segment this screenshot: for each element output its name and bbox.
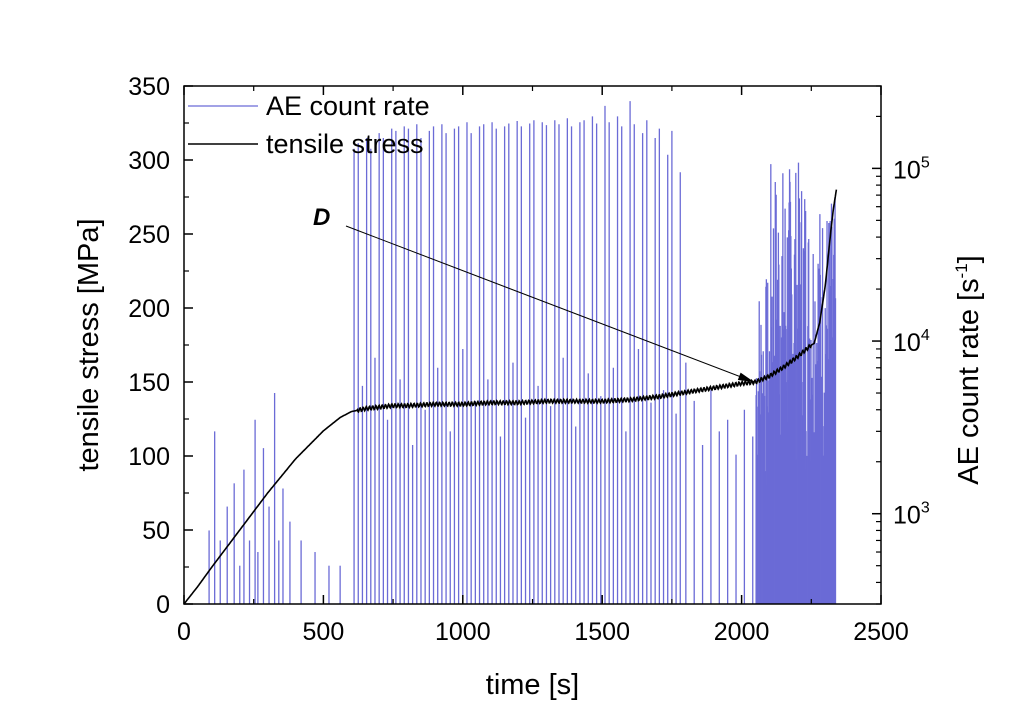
y-tick-label: 350 (128, 73, 170, 101)
annotation-arrowhead (737, 372, 755, 382)
right-tick-label: 105 (893, 154, 930, 184)
right-tick-label-base: 10 (893, 329, 921, 357)
right-tick-label-exp: 4 (921, 327, 930, 344)
right-y-axis-label-exponent: -1 (952, 263, 971, 278)
ae-count-rate-series (208, 101, 837, 604)
x-axis-label: time [s] (486, 669, 579, 701)
x-tick-label: 0 (177, 618, 191, 646)
x-tick-label: 1000 (435, 618, 491, 646)
legend-stress-label: tensile stress (266, 129, 424, 159)
axis-ticks: 0 500 1000 1500 2000 250005010015020025030035… (128, 73, 930, 646)
right-y-axis-label: AE count rate [s-1] (952, 255, 985, 485)
right-y-axis-label-main: AE count rate [s (953, 278, 985, 484)
x-tick-label: 500 (303, 618, 345, 646)
right-y-axis-label-close: ] (953, 255, 985, 263)
right-tick-label: 103 (893, 500, 930, 530)
right-tick-label: 104 (893, 327, 930, 357)
tensile-stress-series (183, 189, 838, 605)
right-tick-label-base: 10 (893, 156, 921, 184)
y-tick-label: 100 (128, 443, 170, 471)
annotation-D: D (313, 204, 755, 383)
x-tick-label: 1500 (574, 618, 630, 646)
y-tick-label: 150 (128, 369, 170, 397)
stress-line (183, 189, 838, 605)
right-tick-label-exp: 5 (921, 154, 930, 171)
annotation-label: D (313, 204, 330, 231)
right-tick-label-exp: 3 (921, 500, 930, 517)
y-tick-label: 200 (128, 295, 170, 323)
y-tick-label: 50 (142, 517, 170, 545)
left-y-axis-label: tensile stress [MPa] (73, 218, 105, 471)
y-tick-label: 300 (128, 147, 170, 175)
x-tick-label: 2000 (714, 618, 770, 646)
legend: AE count rate tensile stress (188, 91, 430, 159)
x-tick-label: 2500 (853, 618, 909, 646)
annotation-arrow (345, 225, 755, 383)
legend-ae-label: AE count rate (266, 91, 430, 121)
y-tick-label: 0 (156, 591, 170, 619)
right-tick-label-base: 10 (893, 502, 921, 530)
y-tick-label: 250 (128, 221, 170, 249)
